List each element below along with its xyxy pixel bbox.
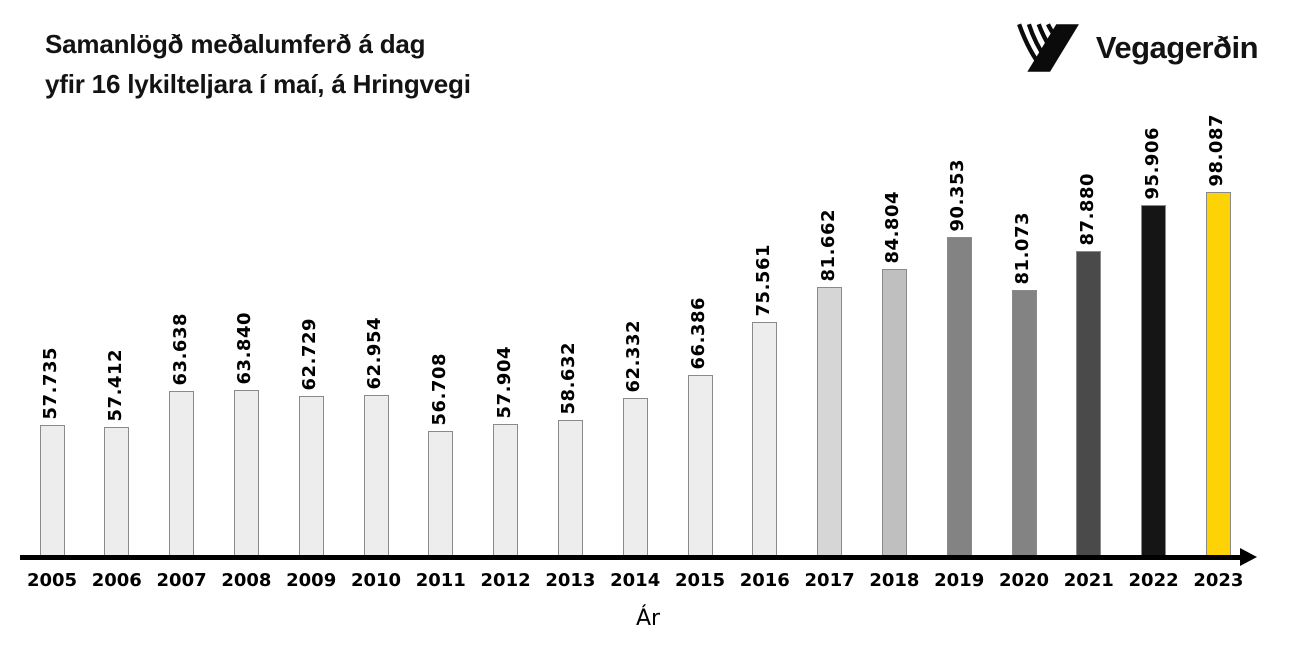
- bar-2019: [946, 237, 972, 556]
- x-tick-label: 2005: [26, 570, 78, 591]
- bar-2005: [39, 425, 65, 556]
- bar-2007: [169, 391, 195, 556]
- x-tick-label: 2006: [91, 570, 142, 591]
- bar-value-label: 81.073: [1012, 211, 1033, 284]
- x-axis-arrowhead-icon: [1240, 548, 1257, 566]
- x-tick-label: 2011: [415, 570, 466, 591]
- bar-value-label: 75.561: [752, 243, 774, 316]
- x-tick-label: 2023: [1193, 570, 1244, 591]
- x-axis-title: Ár: [635, 606, 661, 631]
- x-tick-label: 2009: [286, 570, 337, 591]
- x-tick-label: 2020: [998, 570, 1050, 591]
- bar-2006: [104, 427, 130, 556]
- x-tick-label: 2021: [1063, 570, 1114, 591]
- bar-value-label: 57.412: [104, 348, 126, 421]
- bar-value-label: 95.906: [1141, 126, 1163, 199]
- x-axis-line: [20, 555, 1242, 560]
- bar-value-label: 57.904: [493, 345, 515, 418]
- x-tick-label: 2013: [545, 570, 596, 591]
- x-tick-label: 2022: [1128, 570, 1179, 591]
- chart-title-line1: Samanlögð meðalumferð á dag: [45, 29, 426, 59]
- bar-value-label: 66.386: [688, 296, 709, 369]
- bar-value-label: 84.804: [882, 190, 904, 263]
- x-tick-label: 2015: [674, 570, 726, 591]
- x-tick-label: 2019: [934, 570, 985, 591]
- bar-2021: [1076, 251, 1102, 556]
- x-tick-label: 2017: [804, 570, 855, 591]
- bar-2016: [752, 322, 778, 556]
- bar-2023: [1205, 192, 1231, 556]
- chart-title: Samanlögð meðalumferð á dag yfir 16 lyki…: [45, 24, 471, 104]
- bar-value-label: 63.840: [234, 311, 256, 384]
- bar-2008: [233, 390, 259, 556]
- bar-value-label: 58.632: [558, 341, 580, 414]
- bar-2011: [428, 431, 454, 556]
- vegagerdin-logo: Vegagerðin: [1016, 22, 1259, 74]
- bar-2015: [687, 375, 713, 556]
- bar-value-label: 81.662: [817, 208, 839, 281]
- bar-2020: [1011, 290, 1037, 556]
- bar-value-label: 56.708: [428, 352, 450, 425]
- bar-2018: [881, 269, 907, 556]
- bar-2009: [298, 396, 324, 556]
- bar-value-label: 62.332: [623, 319, 645, 392]
- x-tick-label: 2012: [480, 570, 531, 591]
- bar-2017: [817, 287, 843, 556]
- x-tick-label: 2014: [610, 570, 661, 591]
- x-tick-label: 2008: [221, 570, 272, 591]
- bar-value-label: 62.729: [299, 317, 321, 390]
- bar-2013: [557, 420, 583, 556]
- chart-title-line2: yfir 16 lykilteljara í maí, á Hringvegi: [45, 69, 471, 99]
- bar-value-label: 87.880: [1076, 172, 1098, 245]
- bar-2012: [493, 424, 519, 556]
- bar-value-label: 98.087: [1206, 113, 1228, 186]
- vegagerdin-logo-text: Vegagerðin: [1095, 30, 1259, 65]
- x-tick-label: 2007: [156, 570, 207, 591]
- bar-value-label: 62.954: [364, 316, 385, 389]
- x-tick-label: 2010: [350, 570, 402, 591]
- bar-2014: [622, 398, 648, 556]
- x-tick-label: 2018: [869, 570, 920, 591]
- bar-value-label: 90.353: [947, 158, 969, 231]
- vegagerdin-logo-icon: [1016, 23, 1079, 72]
- bar-value-label: 57.735: [40, 346, 61, 419]
- x-tick-label: 2016: [739, 570, 790, 591]
- bar-2022: [1141, 205, 1167, 556]
- bar-value-label: 63.638: [169, 312, 191, 385]
- bar-2010: [363, 395, 389, 556]
